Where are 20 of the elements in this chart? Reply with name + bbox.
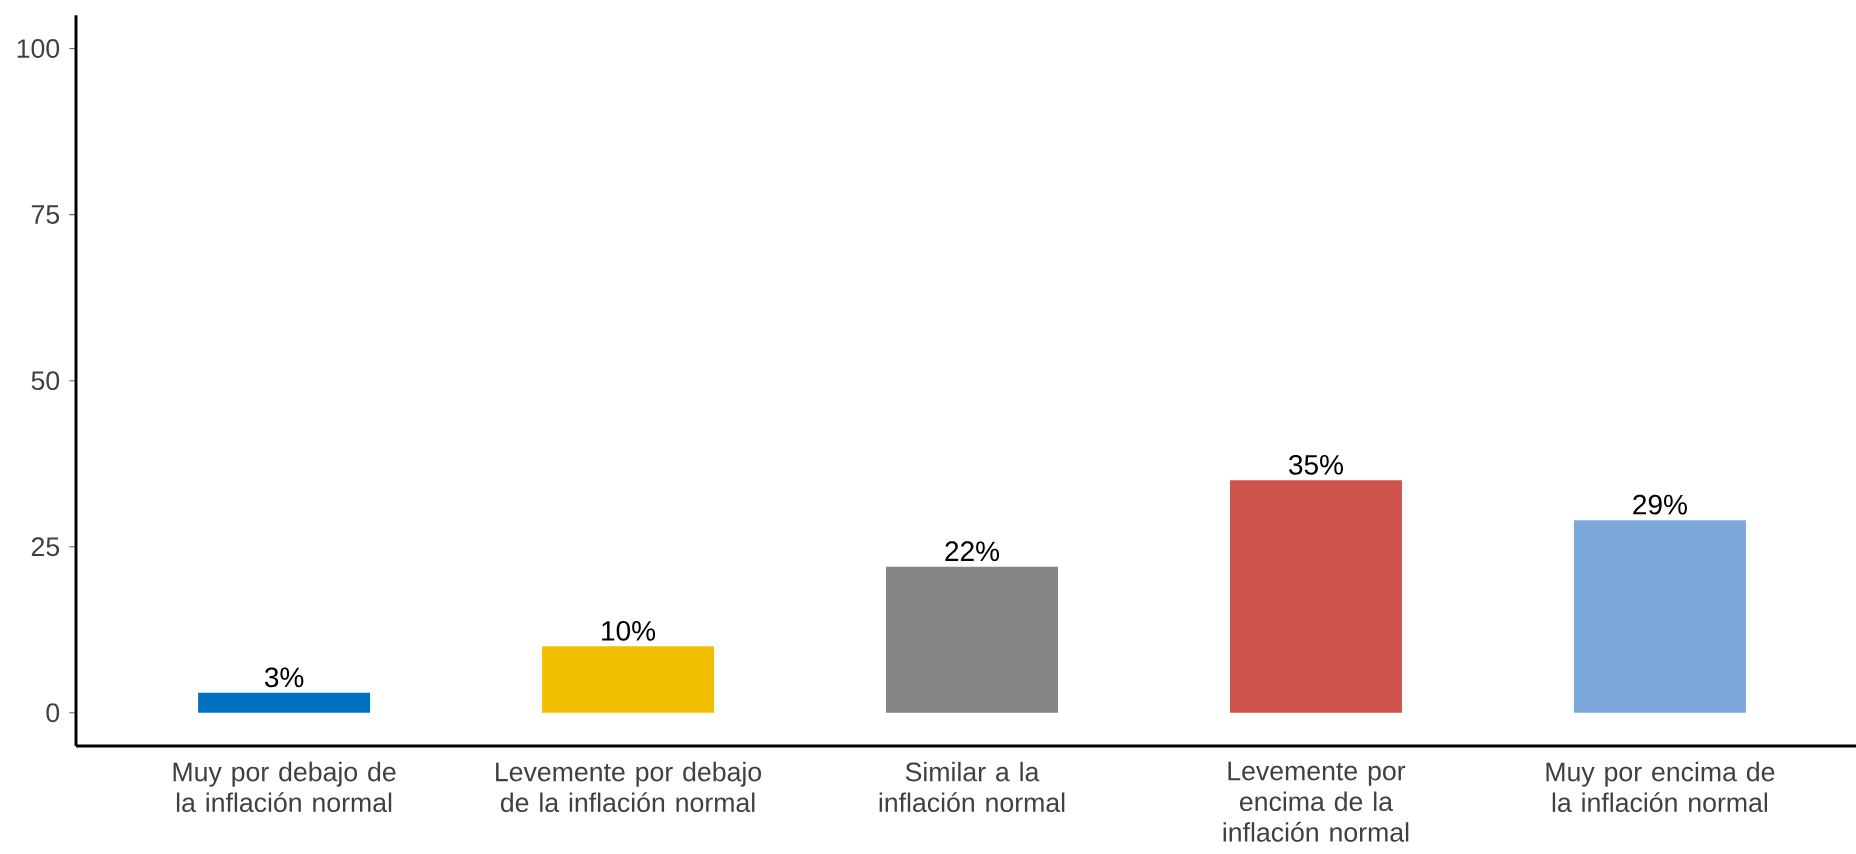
y-tick-label: 100: [17, 39, 60, 58]
y-tick-label: 50: [31, 371, 60, 391]
bar: [886, 566, 1058, 713]
x-tick-label: Muy por encima de la inflación normal: [1546, 761, 1775, 813]
x-tick-label: Muy por debajo de la inflación normal: [173, 761, 396, 813]
bar: [1229, 480, 1402, 713]
data-label: 22%: [945, 541, 1000, 562]
data-label: 10%: [602, 620, 656, 641]
x-tick-label: Similar a la inflación normal: [879, 761, 1065, 813]
data-label: 29%: [1633, 494, 1687, 515]
y-tick-label: 0: [46, 703, 60, 723]
y-tick-label: 75: [31, 205, 60, 224]
bar: [1573, 520, 1746, 713]
x-tick-label: Levemente por encima de la inflación normal: [1223, 761, 1409, 842]
x-tick-label: Levemente por debajo de la inflación normal: [496, 761, 762, 813]
bar: [198, 692, 371, 713]
data-label: 35%: [1289, 454, 1343, 475]
data-label: 3%: [264, 667, 304, 688]
y-tick-label: 25: [31, 537, 60, 557]
bar: [542, 646, 715, 713]
